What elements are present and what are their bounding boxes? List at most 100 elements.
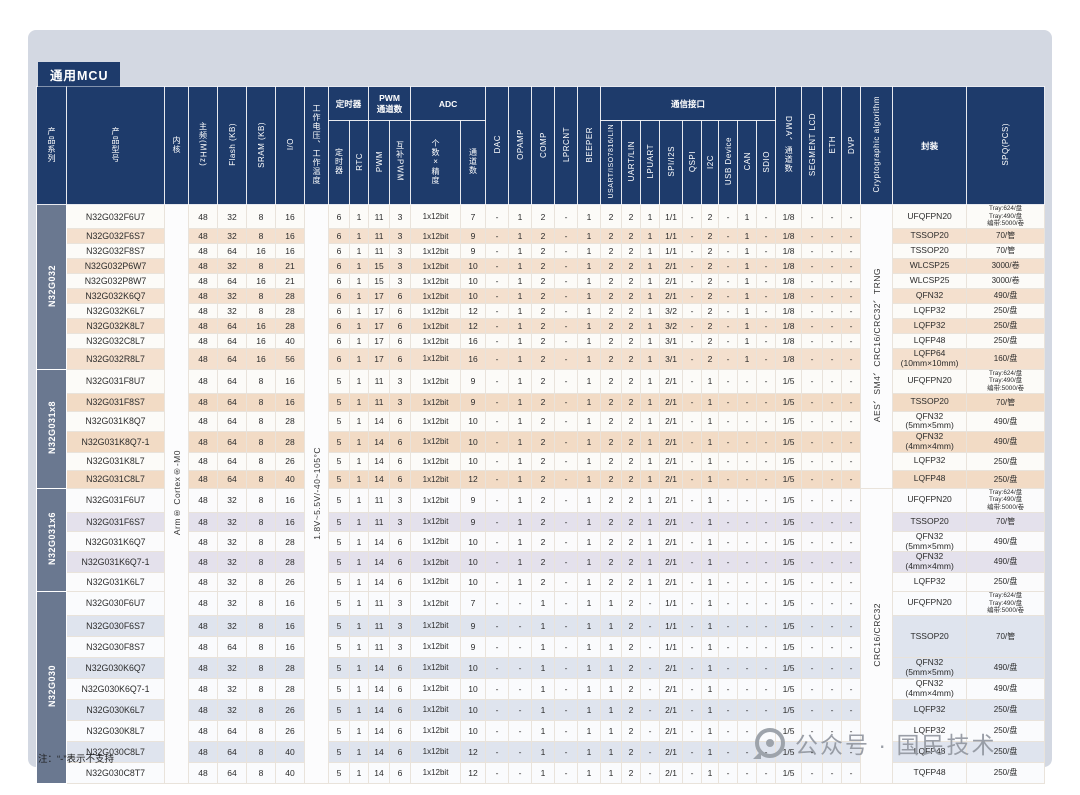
cell: 8 <box>246 410 276 433</box>
cell: 6 <box>328 243 350 260</box>
col-header-i2c: I2C <box>701 120 720 205</box>
cell: 1/1 <box>659 228 684 245</box>
cell: 5 <box>328 698 350 721</box>
cell: 48 <box>188 203 218 230</box>
cell: 5 <box>328 469 350 489</box>
cell: - <box>682 656 703 679</box>
cell: 2/1 <box>659 431 684 453</box>
spq-cell: 70/管 <box>966 243 1046 260</box>
cell: 48 <box>188 392 218 412</box>
cell: - <box>756 288 777 305</box>
cell: - <box>841 410 862 433</box>
cell: - <box>682 368 703 394</box>
cell: 1/1 <box>659 203 684 230</box>
col-group-pwm: PWM 通道数 <box>368 86 412 121</box>
cell: - <box>822 203 843 230</box>
cell: - <box>801 530 824 553</box>
spq-cell: 70/管 <box>966 228 1046 245</box>
cell: 14 <box>368 469 391 489</box>
cell: - <box>718 469 739 489</box>
package-cell: QFN32 (5mm×5mm) <box>892 410 968 433</box>
cell: - <box>756 635 777 658</box>
cell: 8 <box>246 719 276 742</box>
cell: 1 <box>640 273 661 290</box>
cell: - <box>508 656 533 679</box>
cell: - <box>718 258 739 275</box>
cell: - <box>718 719 739 742</box>
cell: 2 <box>531 551 556 573</box>
col-header-sram: SRAM (KB) <box>246 86 276 205</box>
cell: 26 <box>275 698 305 721</box>
cell: 1/1 <box>659 614 684 637</box>
cell: - <box>756 348 777 370</box>
cell: - <box>737 677 758 700</box>
cell: 2 <box>531 511 556 532</box>
cell: 6 <box>328 333 350 350</box>
cell: - <box>682 719 703 742</box>
cell: 1 <box>348 761 370 784</box>
cell: 1 <box>577 761 602 784</box>
cell: 2 <box>701 273 720 290</box>
cell: - <box>485 511 510 532</box>
cell: 1/5 <box>775 677 803 700</box>
cell: 1 <box>348 614 370 637</box>
cell: 14 <box>368 431 391 453</box>
mcu-table: 产品系列 产品型号 内核 主频(MHz) Flash (KB) SRAM (KB… <box>36 86 1046 784</box>
table-row: N32G031F8S7 48 64 8 16 5 1 11 3 1x12bit 9-1 2-1 2 2 1 2… <box>36 392 1046 412</box>
cell: 2 <box>701 303 720 320</box>
cell: 64 <box>217 392 247 412</box>
cell: 8 <box>246 677 276 700</box>
cell: 1 <box>640 228 661 245</box>
cell: - <box>682 333 703 350</box>
cell: 1 <box>348 410 370 433</box>
cell: 1x12bit <box>410 511 462 532</box>
cell: 28 <box>275 318 305 335</box>
cell: 1 <box>577 258 602 275</box>
col-header-can: CAN <box>737 120 758 205</box>
cell: - <box>485 348 510 370</box>
cell: - <box>737 740 758 763</box>
cell: - <box>737 487 758 513</box>
cell: 9 <box>460 635 487 658</box>
cell: - <box>554 451 579 471</box>
cell: 2/1 <box>659 392 684 412</box>
table-row: N32G032K8L7 48 64 16 28 6 1 17 6 1x12bit 12-1 2-1 2 2… <box>36 318 1046 335</box>
cell: 1/8 <box>775 273 803 290</box>
cell: 1/1 <box>659 635 684 658</box>
cell: 2 <box>531 258 556 275</box>
model-cell: N32G031K8Q7-1 <box>66 431 165 453</box>
cell: 1x12bit <box>410 368 462 394</box>
cell: 5 <box>328 487 350 513</box>
cell: 1 <box>577 635 602 658</box>
cell: - <box>822 677 843 700</box>
cell: - <box>841 303 862 320</box>
cell: - <box>841 614 862 637</box>
cell: 32 <box>217 288 247 305</box>
cell: 1 <box>508 469 533 489</box>
cell: 14 <box>368 761 391 784</box>
cell: - <box>822 431 843 453</box>
cell: 6 <box>389 761 412 784</box>
spq-cell: 490/盘 <box>966 656 1046 679</box>
cell: 5 <box>328 635 350 658</box>
cell: - <box>682 511 703 532</box>
cell: 11 <box>368 243 391 260</box>
cell: - <box>508 740 533 763</box>
cell: 1 <box>640 318 661 335</box>
cell: - <box>801 318 824 335</box>
cell: - <box>822 333 843 350</box>
cell: - <box>737 431 758 453</box>
cell: - <box>737 590 758 616</box>
cell: 7 <box>460 203 487 230</box>
cell: - <box>718 368 739 394</box>
cell: 1 <box>348 303 370 320</box>
cell: 8 <box>246 288 276 305</box>
wechat-account-logo-icon <box>755 728 785 758</box>
spq-cell: Tray:624/盘 Tray:490/盘 编带:5000/卷 <box>966 590 1046 616</box>
cell: 6 <box>389 571 412 592</box>
series-label-text: N32G030 <box>46 665 57 708</box>
cell: 2 <box>621 410 642 433</box>
cell: 2 <box>600 511 623 532</box>
cell: 1 <box>737 333 758 350</box>
cell: 1/8 <box>775 333 803 350</box>
